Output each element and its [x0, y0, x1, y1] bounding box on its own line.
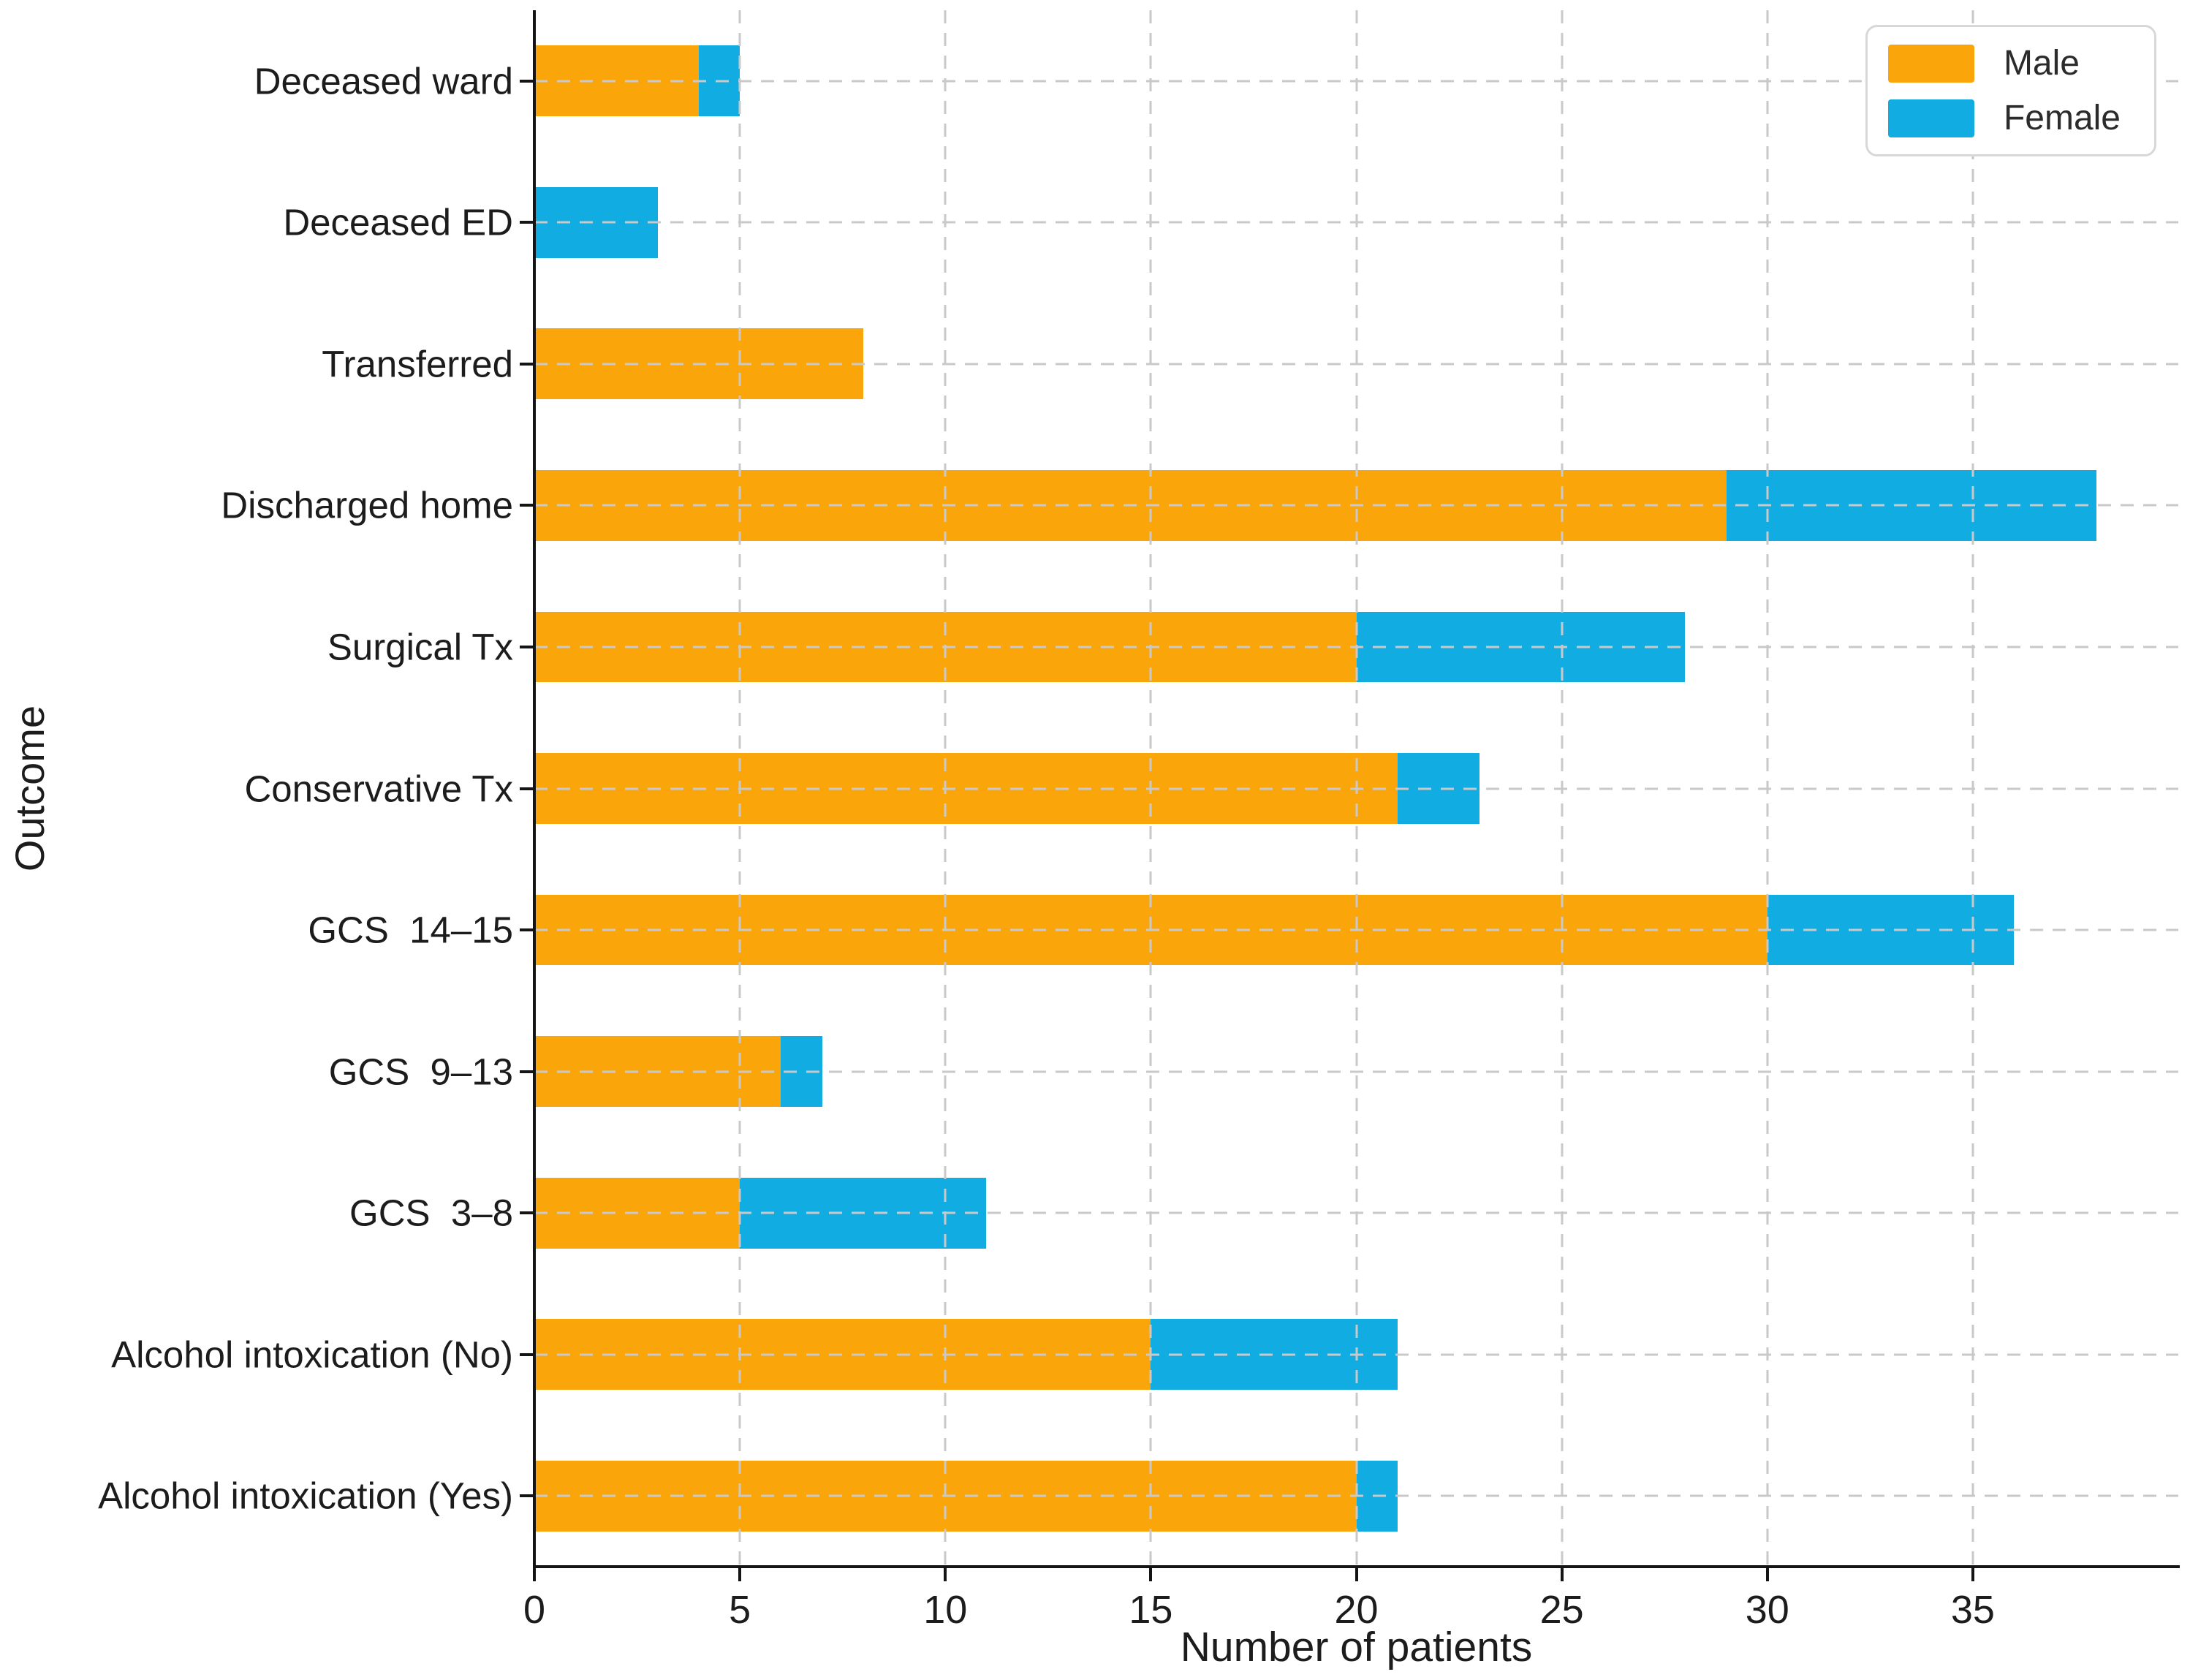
category-label: Conservative Tx — [244, 768, 513, 809]
x-tick-label: 5 — [729, 1588, 751, 1632]
legend-label-female: Female — [2003, 99, 2121, 137]
category-label: Deceased ED — [283, 201, 513, 243]
horizontal-gridline — [534, 221, 2178, 224]
x-tick-mark — [944, 1568, 947, 1581]
y-tick-mark — [520, 787, 534, 790]
x-tick-label: 30 — [1745, 1588, 1789, 1632]
y-tick-mark — [520, 362, 534, 366]
category-label: Deceased ward — [254, 60, 513, 102]
category-label: GCS 14–15 — [308, 909, 513, 951]
horizontal-gridline — [534, 787, 2178, 790]
y-tick-mark — [520, 1070, 534, 1073]
horizontal-gridline — [534, 646, 2178, 648]
y-axis-spine — [533, 10, 536, 1567]
category-label: Discharged home — [221, 484, 513, 526]
x-axis-ticks: 0 5 10 15 20 25 30 35 — [523, 1568, 2178, 1678]
y-tick-mark — [520, 79, 534, 83]
legend: Male Female — [1865, 25, 2156, 156]
y-tick-mark — [520, 504, 534, 507]
y-tick-mark — [520, 1211, 534, 1215]
x-axis-title: Number of patients — [1180, 1624, 1533, 1670]
horizontal-gridline — [534, 1211, 2178, 1214]
female-color-swatch — [1887, 99, 1974, 137]
y-tick-mark — [520, 928, 534, 932]
x-tick-mark — [1971, 1568, 1974, 1581]
horizontal-gridline — [534, 1353, 2178, 1356]
x-tick-mark — [533, 1568, 536, 1581]
x-axis-spine — [533, 1565, 2180, 1568]
y-tick-mark — [520, 1494, 534, 1498]
x-tick-mark — [1149, 1568, 1153, 1581]
horizontal-gridline — [534, 928, 2178, 931]
x-tick-label: 15 — [1129, 1588, 1173, 1632]
category-label: Alcohol intoxication (No) — [111, 1333, 513, 1376]
category-label: GCS 3–8 — [349, 1192, 513, 1234]
x-tick-mark — [1765, 1568, 1769, 1581]
x-tick-label: 25 — [1539, 1588, 1584, 1632]
horizontal-gridline — [534, 80, 2178, 83]
x-tick-label: 0 — [523, 1588, 546, 1632]
legend-item-female: Female — [1887, 98, 2121, 138]
category-label: Alcohol intoxication (Yes) — [98, 1475, 513, 1517]
y-axis-ticks — [520, 10, 534, 1567]
category-label: GCS 9–13 — [328, 1051, 513, 1093]
y-tick-mark — [520, 1352, 534, 1356]
plot-area: Male Female — [533, 10, 2180, 1568]
legend-label-male: Male — [2003, 44, 2080, 83]
legend-item-male: Male — [1887, 43, 2121, 83]
horizontal-gridline — [534, 504, 2178, 507]
category-labels-column: Deceased ward Deceased ED Transferred Disch… — [0, 10, 513, 1567]
horizontal-gridline — [534, 1494, 2178, 1497]
horizontal-gridline — [534, 363, 2178, 366]
y-tick-mark — [520, 645, 534, 648]
x-tick-mark — [1560, 1568, 1564, 1581]
x-tick-mark — [738, 1568, 742, 1581]
category-label: Transferred — [322, 343, 513, 385]
x-tick-mark — [1354, 1568, 1358, 1581]
horizontal-gridline — [534, 1070, 2178, 1073]
male-color-swatch — [1887, 44, 1974, 83]
x-tick-label: 10 — [923, 1588, 968, 1632]
y-tick-mark — [520, 221, 534, 224]
category-label: Surgical Tx — [327, 626, 513, 668]
x-tick-label: 20 — [1334, 1588, 1379, 1632]
x-tick-label: 35 — [1950, 1588, 1995, 1632]
